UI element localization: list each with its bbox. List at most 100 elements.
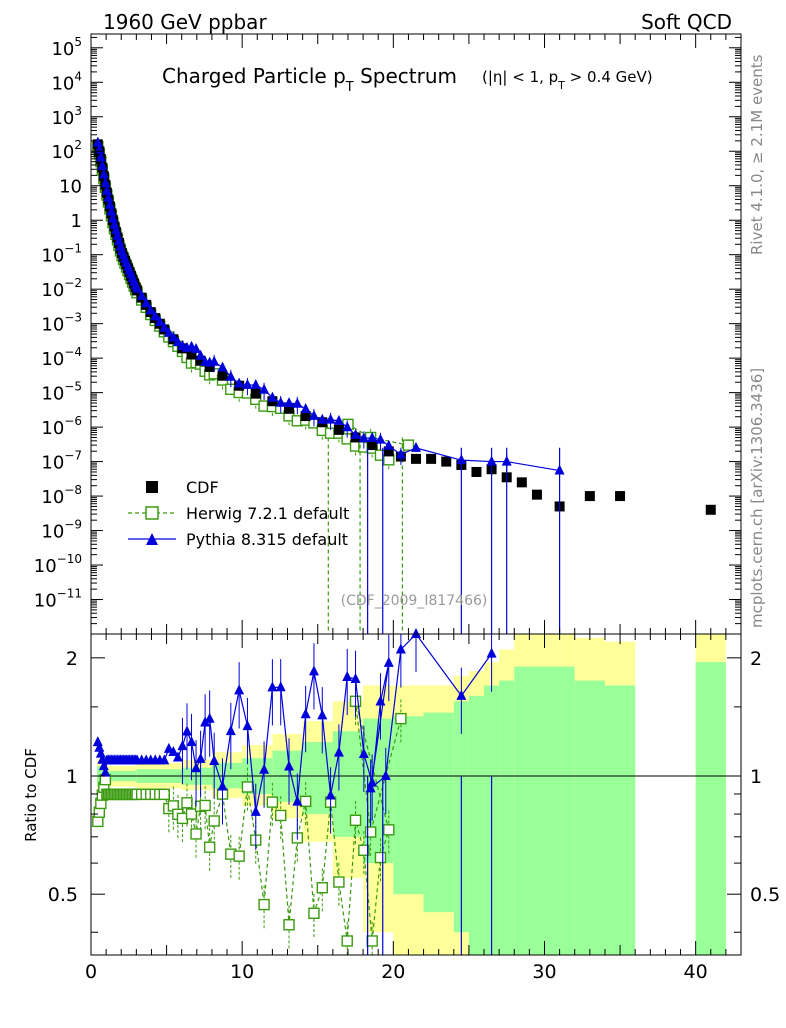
herwig-ratio-point: [333, 876, 345, 888]
y-tick-label: 104: [51, 69, 82, 94]
pythia-ratio-point: [395, 643, 406, 654]
legend-pythia-label: Pythia 8.315 default: [186, 530, 348, 549]
title-cut-pre: (|η| < 1, p: [482, 68, 558, 86]
y-tick-exponent: −6: [64, 414, 82, 428]
header-left: 1960 GeV ppbar: [103, 10, 267, 34]
y-tick-base: 10: [51, 73, 74, 94]
pythia-ratio-point: [308, 665, 319, 676]
ratio-y-tick-label-left: 2: [66, 648, 78, 670]
legend-cdf-label: CDF: [186, 478, 219, 497]
ratio-y-tick-label-right: 1: [750, 766, 762, 788]
pythia-ratio-point: [350, 672, 361, 683]
y-tick-base: 10: [41, 349, 64, 370]
herwig-ratio-point: [299, 795, 312, 808]
cdf-point: [705, 504, 716, 515]
y-tick-exponent: −1: [64, 242, 82, 256]
pythia-point: [308, 409, 319, 420]
pythia-point: [107, 212, 118, 223]
pythia-point: [250, 379, 261, 390]
ratio-band-inner: [423, 712, 454, 913]
y-tick-base: 10: [51, 142, 74, 163]
pythia-point: [92, 136, 103, 147]
pythia-ratio-point: [342, 671, 353, 682]
pythia-point: [375, 433, 386, 444]
x-tick-label: 40: [684, 961, 708, 983]
ratio-band-inner: [499, 680, 515, 955]
pythia-ratio-point: [172, 751, 183, 762]
pythia-ratio-point: [456, 689, 467, 700]
herwig-ratio-point: [266, 796, 279, 808]
mcplots-label: mcplots.cern.ch [arXiv:1306.3436]: [748, 368, 766, 628]
y-tick-label: 105: [51, 35, 82, 60]
y-tick-label: 10−8: [41, 483, 82, 508]
herwig-ratio-point: [275, 809, 287, 822]
pythia-point: [103, 191, 114, 202]
pythia-ratio-point: [284, 760, 295, 771]
legend-herwig-marker: [145, 506, 159, 520]
ratio-y-tick-label-left: 1: [66, 766, 78, 788]
cdf-point: [471, 466, 482, 477]
pythia-point: [136, 289, 147, 300]
ratio-band-inner: [695, 662, 726, 955]
main-data-layer: [92, 136, 716, 634]
x-tick-label: 20: [381, 961, 405, 983]
pythia-point: [132, 282, 143, 293]
legend-herwig-label: Herwig 7.2.1 default: [186, 504, 349, 523]
pythia-point: [242, 378, 253, 389]
y-tick-exponent: −9: [64, 518, 82, 532]
y-tick-exponent: 3: [74, 104, 82, 118]
ratio-y-tick-label-right: 2: [750, 648, 762, 670]
pythia-ratio-point: [292, 795, 303, 806]
pythia-point: [95, 151, 106, 162]
y-tick-label: 1: [71, 211, 82, 232]
herwig-ratio-point: [185, 808, 198, 820]
y-tick-label: 102: [51, 138, 82, 163]
cdf-point: [333, 424, 344, 435]
pythia-point: [350, 428, 361, 439]
ratio-band-inner: [514, 666, 545, 955]
herwig-point: [402, 439, 415, 451]
ratio-y-tick-label-right: 0.5: [750, 884, 780, 906]
cdf-point: [250, 388, 261, 399]
pythia-point: [191, 342, 202, 353]
herwig-ratio-point: [349, 814, 362, 826]
pythia-point: [163, 326, 174, 337]
svg-text:Charged Particle pT Spectrum: Charged Particle pT Spectrum: [162, 64, 457, 95]
ratio-bands: [91, 634, 741, 955]
pythia-ratio-point: [217, 780, 228, 791]
pythia-point: [317, 413, 328, 424]
pythia-point: [217, 361, 228, 372]
herwig-ratio-point: [190, 828, 202, 840]
y-tick-base: 10: [41, 384, 64, 405]
cdf-point: [615, 491, 626, 502]
rivet-label: Rivet 4.1.0, ≥ 2.1M events: [748, 54, 766, 255]
ratio-band-inner: [544, 666, 575, 955]
pythia-point: [145, 304, 156, 315]
y-tick-label: 10−7: [41, 449, 82, 474]
y-tick-label: 10−10: [34, 552, 82, 577]
y-tick-exponent: −10: [57, 552, 82, 566]
y-tick-label: 10−4: [41, 345, 82, 370]
y-tick-exponent: −8: [64, 483, 82, 497]
herwig-ratio-point: [158, 788, 171, 801]
pythia-point: [275, 396, 286, 407]
cdf-point: [195, 355, 206, 366]
herwig-ratio-point: [199, 799, 211, 812]
pythia-point: [195, 349, 206, 360]
pythia-point: [98, 168, 109, 179]
pythia-ratio-point: [234, 684, 245, 695]
cdf-point: [367, 440, 378, 451]
ratio-ylabel: Ratio to CDF: [22, 748, 40, 842]
pythia-point: [383, 439, 394, 450]
y-tick-base: 10: [41, 280, 64, 301]
pythia-ratio-point: [358, 747, 369, 758]
pythia-point: [154, 316, 165, 327]
title-main-pre: Charged Particle p: [162, 64, 346, 88]
cdf-point: [186, 349, 197, 360]
herwig-ratio-point: [258, 898, 270, 911]
pythia-point: [358, 432, 369, 443]
pythia-ratio-point: [94, 741, 105, 752]
legend-pythia-marker: [146, 533, 158, 545]
y-tick-exponent: −5: [64, 380, 82, 394]
pythia-ratio-point: [186, 736, 197, 747]
